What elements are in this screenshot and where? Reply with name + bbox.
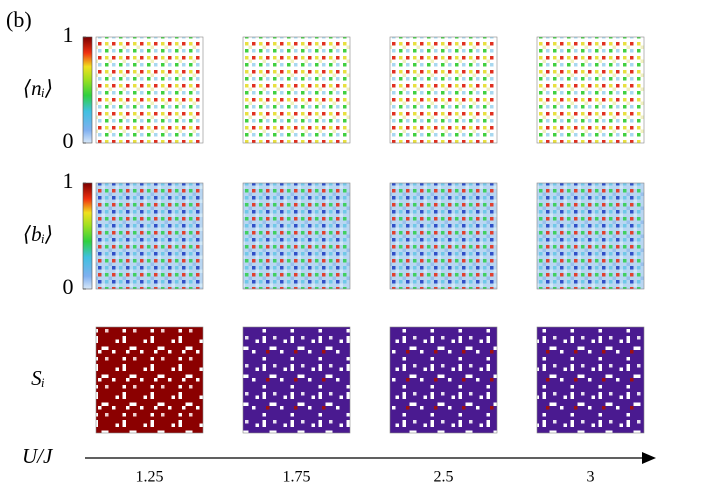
- colorbar-tick-label: 1: [63, 168, 74, 193]
- heatmap: [242, 326, 351, 434]
- heatmap: [242, 36, 351, 144]
- row-label: Sᵢ: [31, 366, 45, 390]
- colorbar: [82, 182, 93, 290]
- heatmap: [95, 326, 204, 434]
- heatmap: [389, 182, 498, 290]
- heatmap: [95, 36, 204, 144]
- panel-label: (b): [6, 7, 32, 32]
- x-axis-label: U/J: [22, 444, 54, 468]
- arrow-head: [642, 452, 656, 464]
- colorbar: [82, 36, 93, 144]
- colorbar-tick-label: 0: [63, 128, 74, 153]
- colorbar-tick-label: 1: [63, 22, 74, 47]
- heatmap: [242, 182, 351, 290]
- heatmap: [95, 182, 204, 290]
- heatmap: [536, 326, 645, 434]
- heatmap: [389, 326, 498, 434]
- heatmap: [536, 182, 645, 290]
- x-tick-label: 1.75: [283, 469, 311, 486]
- heatmap: [389, 36, 498, 144]
- row-label: ⟨nᵢ⟩: [23, 76, 53, 100]
- heatmap: [536, 36, 645, 144]
- x-tick-label: 3: [587, 469, 595, 486]
- row-label: ⟨bᵢ⟩: [23, 222, 53, 246]
- x-tick-label: 1.25: [136, 469, 164, 486]
- colorbar-tick-label: 0: [63, 274, 74, 299]
- x-tick-label: 2.5: [434, 469, 454, 486]
